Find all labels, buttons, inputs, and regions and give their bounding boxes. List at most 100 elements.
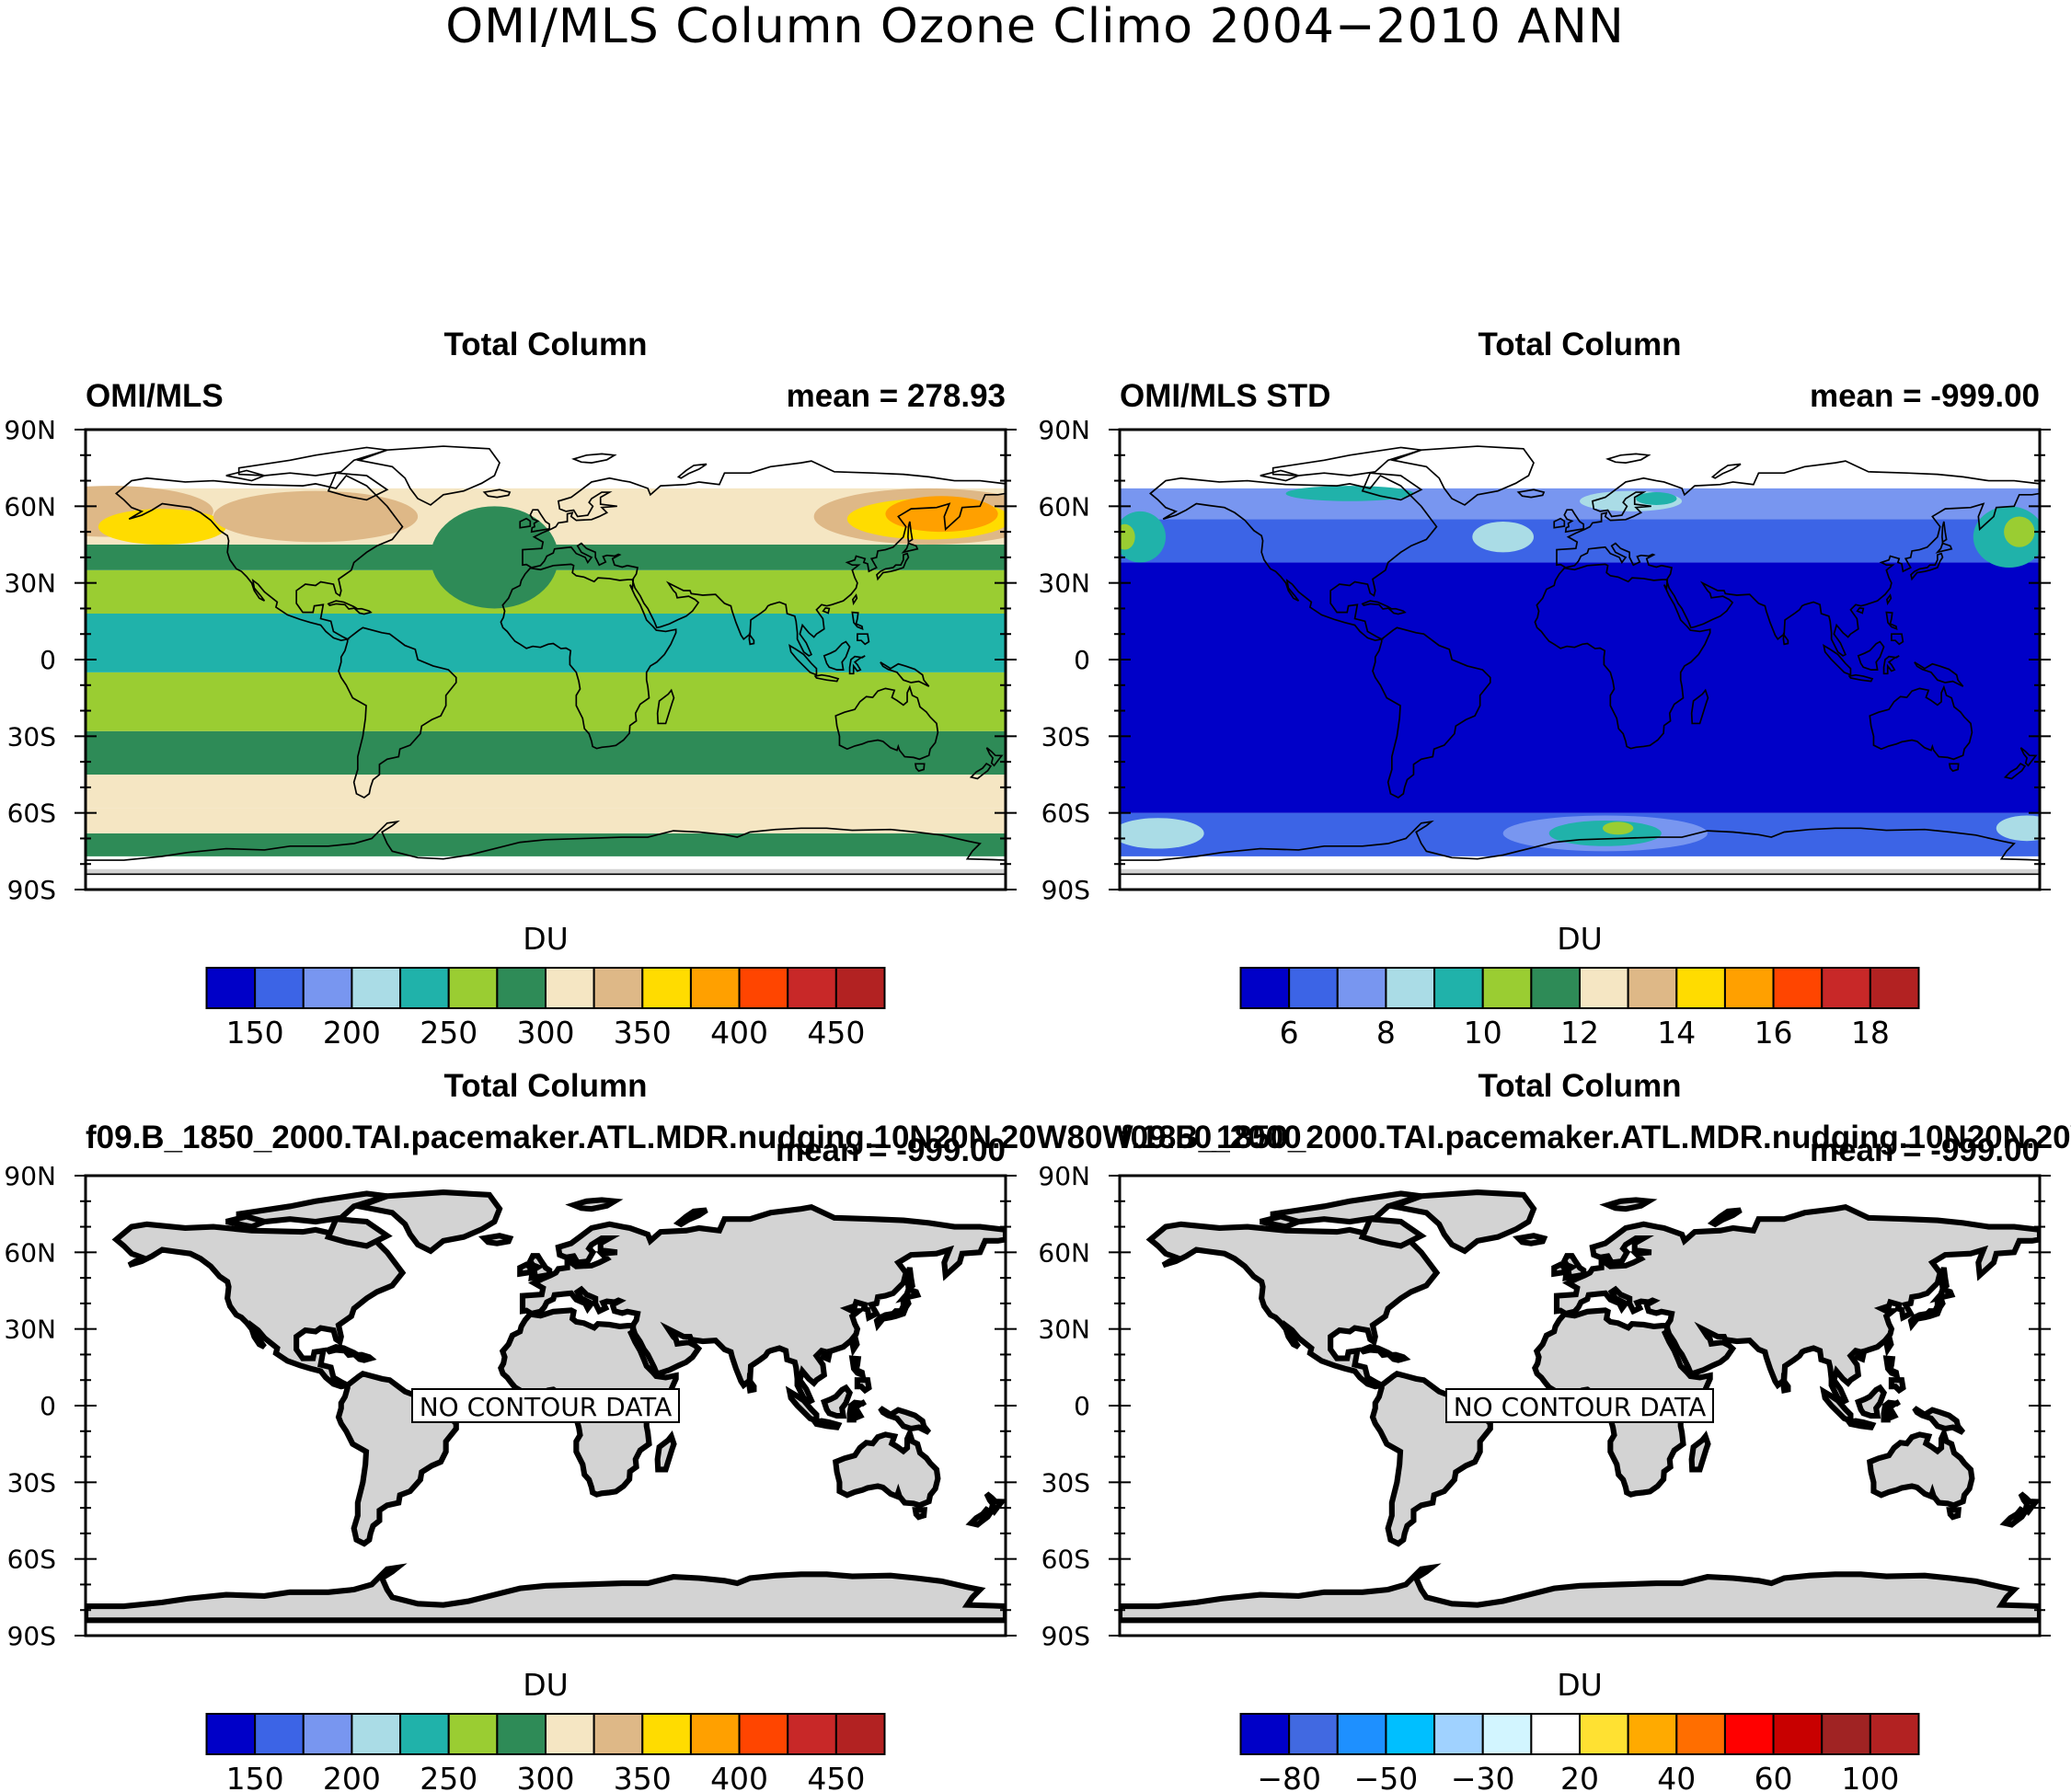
colorbar-swatch	[1530, 1713, 1582, 1755]
colorbar-tick-label: 8	[1376, 1015, 1396, 1051]
colorbar-swatch	[1772, 967, 1824, 1009]
lat-label: 30N	[1038, 569, 1090, 599]
colorbar-swatch	[496, 1713, 547, 1755]
colorbar-tick-label: −80	[1257, 1761, 1321, 1792]
colorbar-swatch	[1530, 967, 1582, 1009]
colorbar-swatch	[787, 967, 837, 1009]
colorbar-swatch	[545, 1713, 595, 1755]
panel-right-label: mean = -999.00	[1810, 378, 2040, 414]
contour-blob-2	[213, 490, 419, 543]
colorbar-tick-label: 350	[614, 1761, 672, 1792]
colorbar-tick-label: 200	[323, 1761, 381, 1792]
no-data-box	[1445, 1388, 1714, 1423]
colorbar-tick-label: −30	[1451, 1761, 1515, 1792]
map-panel-2: 90N 60N 30N 0 30S 60S 90S Total Column OMI/MLS S…	[1038, 327, 2051, 1051]
colorbar-swatch	[302, 967, 353, 1009]
colorbar-tick-label: 400	[710, 1761, 768, 1792]
colorbar-swatch	[738, 967, 789, 1009]
colorbar-swatch	[1433, 967, 1484, 1009]
lat-label: 0	[1074, 645, 1090, 675]
colorbar-tick-label: 350	[614, 1015, 672, 1051]
contour-band-3	[1120, 488, 2040, 520]
panel-right-label: mean = 278.93	[787, 378, 1006, 414]
colorbar-tick-label: 18	[1851, 1015, 1890, 1051]
contour-blob-8	[2004, 516, 2035, 547]
lat-label: 30N	[1038, 1315, 1090, 1345]
colorbar-tick-label: 200	[323, 1015, 381, 1051]
panel-title: Total Column	[444, 327, 648, 362]
colorbar-swatch	[1579, 967, 1629, 1009]
lat-label: 30N	[4, 569, 56, 599]
lat-label: 90S	[1041, 875, 1090, 905]
lat-label: 0	[1074, 1391, 1090, 1421]
lat-label: 60S	[1041, 1545, 1090, 1575]
panel-right-label: mean = -999.00	[1810, 1132, 2040, 1168]
contour-band-4	[86, 672, 1006, 731]
colorbar-tick-label: 450	[807, 1015, 865, 1051]
colorbar-swatch	[1481, 1713, 1533, 1755]
contour-blob-12	[1636, 492, 1677, 505]
contour-band-2	[1120, 519, 2040, 563]
lat-label: 60S	[7, 1545, 56, 1575]
contour-band-1	[1120, 562, 2040, 813]
colorbar-swatch	[1723, 1713, 1775, 1755]
colorbar-swatch	[1772, 1713, 1824, 1755]
contour-band-1	[86, 808, 1006, 833]
panel-left-label: f09.B_1850_2000.TAI.pacemaker.ATL.MDR.nu…	[86, 1120, 1302, 1155]
colorbar-unit-label: DU	[1557, 1667, 1603, 1703]
colorbar-swatch	[447, 967, 499, 1009]
colorbar-unit-label: DU	[1557, 921, 1603, 957]
colorbar-tick-label: 100	[1841, 1761, 1899, 1792]
colorbar-swatch	[1869, 967, 1920, 1009]
missing-strip	[1120, 868, 2040, 875]
colorbar-swatch	[1336, 967, 1387, 1009]
map-panel-4: 90N 60N 30N 0 30S 60S 90S Total Column f09.B_185…	[1038, 1068, 2071, 1792]
colorbar-swatch	[1579, 1713, 1629, 1755]
colorbar-swatch	[1481, 967, 1533, 1009]
contour-band-3	[86, 730, 1006, 775]
colorbar-swatch	[834, 1713, 886, 1755]
colorbar-swatch	[1869, 1713, 1920, 1755]
figure-title: OMI/MLS Column Ozone Climo 2004−2010 ANN	[445, 0, 1625, 54]
colorbar-tick-label: 250	[420, 1015, 477, 1051]
contour-blob-3	[1120, 818, 1204, 849]
colorbar-swatch	[689, 967, 741, 1009]
colorbar-swatch	[254, 1713, 305, 1755]
contour-blob-1	[1548, 821, 1662, 846]
map-content	[86, 430, 1006, 890]
lat-label: 30S	[1041, 721, 1090, 752]
colorbar-tick-label: 150	[226, 1015, 284, 1051]
panel-left-label: f09.B_1850_2000.TAI.pacemaker.ATL.MDR.nu…	[1120, 1120, 2071, 1155]
lat-label: 90N	[1038, 1161, 1090, 1191]
colorbar-swatch	[787, 1713, 837, 1755]
contour-band-5	[86, 614, 1006, 672]
lat-label: 30S	[1041, 1467, 1090, 1498]
contour-blob-2	[1603, 821, 1634, 835]
lat-label: 30N	[4, 1315, 56, 1345]
lat-label: 60N	[4, 1237, 56, 1268]
map-panel-3: 90N 60N 30N 0 30S 60S 90S Total Column f09.B_185…	[4, 1068, 1301, 1792]
colorbar-tick-label: 20	[1560, 1761, 1599, 1792]
colorbar-tick-label: −50	[1354, 1761, 1419, 1792]
panel-right-label: mean = -999.00	[776, 1132, 1006, 1168]
colorbar-swatch	[205, 1713, 257, 1755]
colorbar-tick-label: 10	[1464, 1015, 1502, 1051]
lat-label: 60N	[1038, 1237, 1090, 1268]
colorbar-swatch	[399, 1713, 450, 1755]
colorbar-swatch	[738, 1713, 789, 1755]
colorbar-swatch	[1239, 967, 1291, 1009]
colorbar-swatch	[447, 1713, 499, 1755]
colorbar-swatch	[1336, 1713, 1387, 1755]
colorbar-swatch	[1288, 967, 1339, 1009]
colorbar-tick-label: 14	[1657, 1015, 1696, 1051]
colorbar-swatch	[496, 967, 547, 1009]
colorbar-swatch	[351, 1713, 402, 1755]
panel-title: Total Column	[1478, 1068, 1682, 1104]
colorbar-swatch	[1821, 967, 1871, 1009]
lat-label: 90S	[1041, 1621, 1090, 1651]
lat-label: 30S	[7, 721, 56, 752]
contour-blob-9	[1285, 486, 1414, 501]
contour-blob-5	[1120, 511, 1166, 563]
lat-label: 30S	[7, 1467, 56, 1498]
